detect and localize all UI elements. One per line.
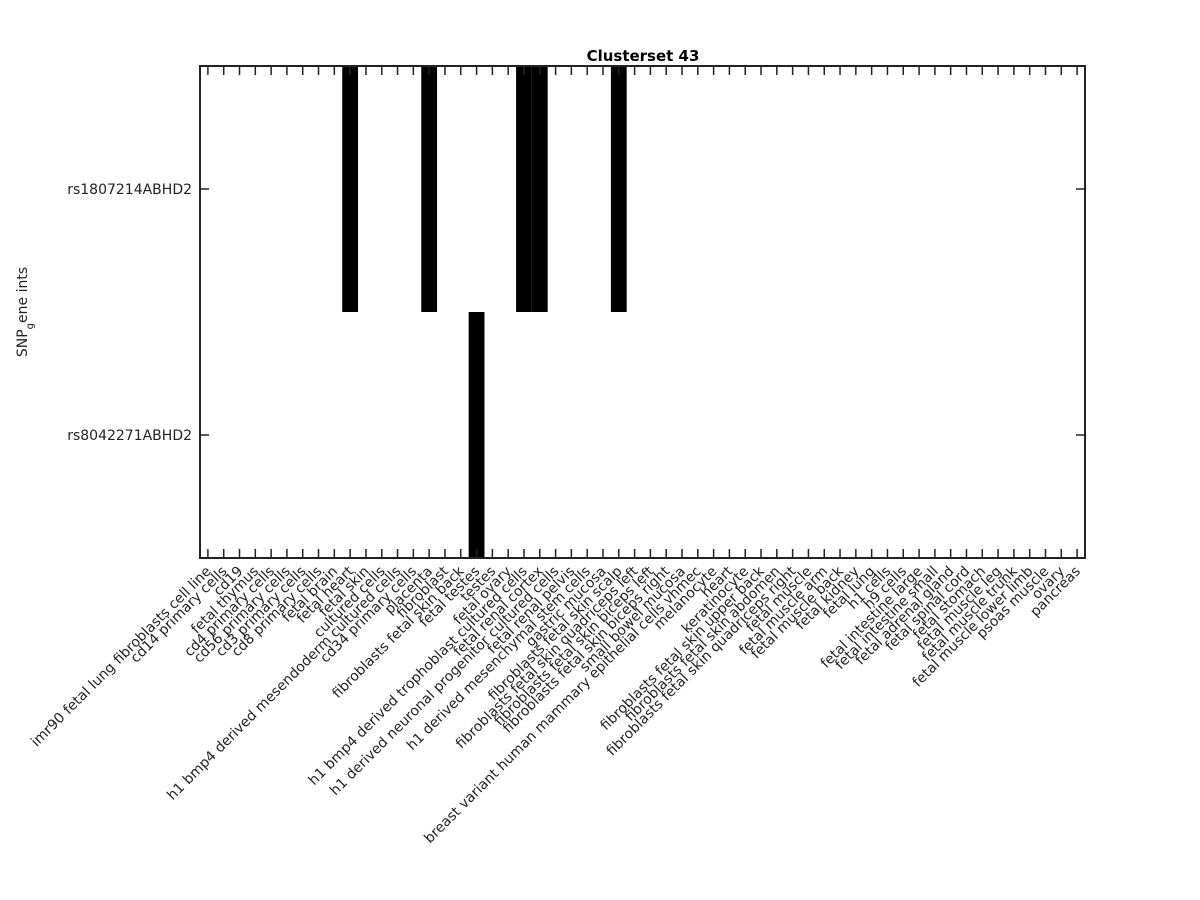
heatmap-cell bbox=[531, 66, 548, 312]
y-tick-labels: rs1807214ABHD2 rs8042271ABHD2 bbox=[67, 182, 192, 444]
y-tick-label: rs1807214ABHD2 bbox=[67, 182, 192, 198]
x-tick-labels: imr90 fetal lung fibroblasts cell linecd… bbox=[28, 563, 1084, 847]
x-tick-label: imr90 fetal lung fibroblasts cell line bbox=[28, 564, 215, 751]
heatmap-cell bbox=[421, 66, 438, 312]
heatmap-cell bbox=[516, 66, 532, 312]
y-tick-label: rs8042271ABHD2 bbox=[67, 428, 192, 444]
heatmap-cells bbox=[342, 66, 627, 558]
heatmap-cell bbox=[468, 312, 485, 558]
heatmap-cell bbox=[610, 66, 627, 312]
chart-title: Clusterset 43 bbox=[587, 47, 700, 65]
axis-ticks bbox=[200, 66, 1085, 558]
plot-frame bbox=[199, 65, 1086, 559]
y-axis-label: SNPgene ints bbox=[15, 267, 36, 357]
heatmap-cell bbox=[342, 66, 359, 312]
